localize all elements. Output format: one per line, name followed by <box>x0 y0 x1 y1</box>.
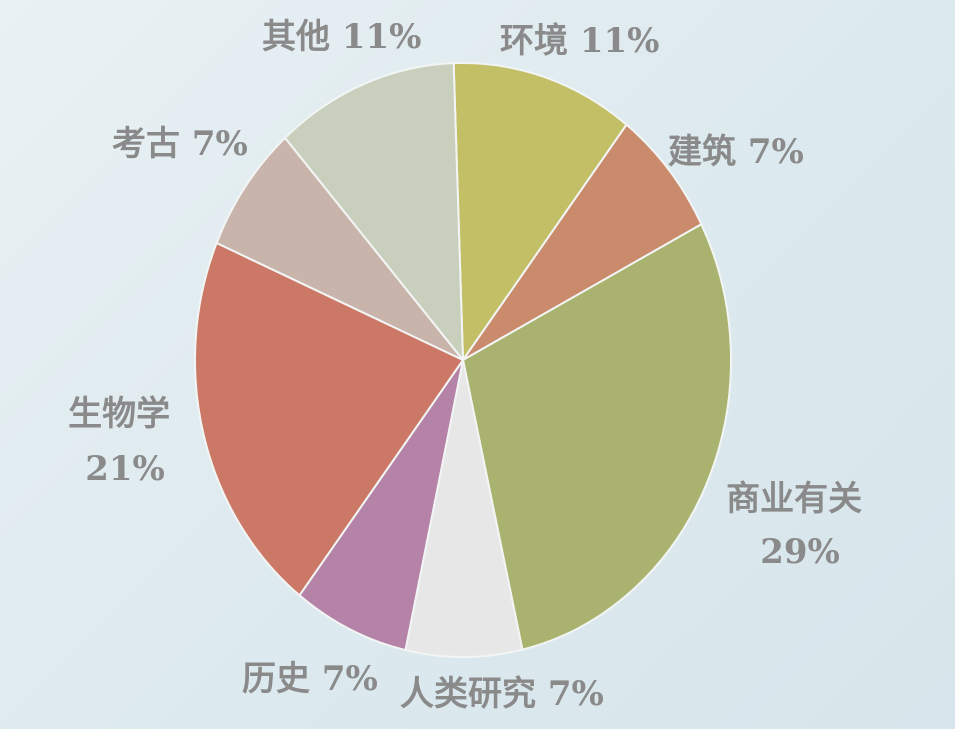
slice-label-biology: 生物学 21% <box>68 394 182 489</box>
slice-label-business: 商业有关 29% <box>726 479 874 572</box>
slice-label-environment: 环境 11% <box>500 21 659 61</box>
pie-slices <box>195 63 731 657</box>
slice-label-architecture: 建筑 7% <box>668 132 804 172</box>
slice-label-human-research: 人类研究 7% <box>400 674 604 714</box>
slice-label-archaeology: 考古 7% <box>112 124 248 164</box>
slice-label-history: 历史 7% <box>242 659 378 699</box>
slice-label-other: 其他 11% <box>262 17 421 57</box>
